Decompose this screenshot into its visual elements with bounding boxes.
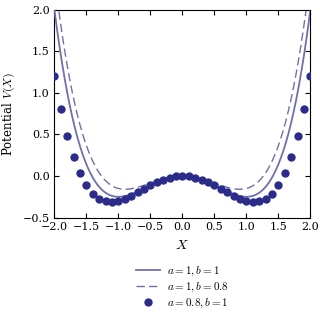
$a = 1, b = 1$ <box>137 189 140 193</box>
$a = 0.8, b = 1$ <box>225 190 229 194</box>
$a = 0.8, b = 1$ <box>168 176 172 180</box>
$a = 0.8, b = 1$ <box>142 187 146 191</box>
$a = 1, b = 1$ <box>308 8 312 12</box>
X-axis label: $X$: $X$ <box>175 238 189 252</box>
$a = 0.8, b = 1$ <box>72 155 76 159</box>
$a = 1, b = 1$ <box>239 194 243 198</box>
$a = 1, b = 1$ <box>214 184 218 188</box>
$a = 0.8, b = 1$ <box>308 74 312 78</box>
$a = 0.8, b = 1$ <box>283 172 287 175</box>
Line: $a = 1, b = 0.8$: $a = 1, b = 0.8$ <box>54 0 310 189</box>
Line: $a = 0.8, b = 1$: $a = 0.8, b = 1$ <box>51 73 314 205</box>
$a = 0.8, b = 1$ <box>200 178 204 181</box>
$a = 0.8, b = 1$ <box>123 197 127 201</box>
$a = 0.8, b = 1$ <box>116 199 120 203</box>
Legend: $a = 1, b = 1$, $a = 1, b = 0.8$, $a = 0.8, b = 1$: $a = 1, b = 1$, $a = 1, b = 0.8$, $a = 0… <box>130 259 235 316</box>
$a = 0.8, b = 1$ <box>270 192 274 196</box>
$a = 0.8, b = 1$ <box>161 178 165 181</box>
$a = 0.8, b = 1$ <box>78 172 82 175</box>
$a = 0.8, b = 1$ <box>136 190 140 194</box>
$a = 1, b = 0.8$ <box>239 187 243 191</box>
$a = 0.8, b = 1$ <box>174 174 178 178</box>
$a = 0.8, b = 1$ <box>232 194 236 198</box>
$a = 1, b = 1$ <box>83 159 87 163</box>
$a = 0.8, b = 1$ <box>91 192 95 196</box>
$a = 0.8, b = 1$ <box>219 187 223 191</box>
$a = 0.8, b = 1$ <box>97 197 101 201</box>
$a = 0.8, b = 1$ <box>296 134 300 138</box>
Line: $a = 1, b = 1$: $a = 1, b = 1$ <box>54 10 310 197</box>
$a = 1, b = 1$ <box>52 8 56 12</box>
$a = 0.8, b = 1$ <box>244 199 248 203</box>
$a = 0.8, b = 1$ <box>148 183 152 187</box>
$a = 0.8, b = 1$ <box>257 199 261 203</box>
$a = 1, b = 0.8$ <box>154 179 158 183</box>
$a = 1, b = 1$ <box>117 195 121 199</box>
$a = 0.8, b = 1$ <box>251 200 255 204</box>
$a = 0.8, b = 1$ <box>264 197 268 201</box>
$a = 0.8, b = 1$ <box>212 183 216 187</box>
$a = 0.8, b = 1$ <box>129 194 133 198</box>
$a = 0.8, b = 1$ <box>155 180 159 184</box>
$a = 0.8, b = 1$ <box>206 180 210 184</box>
$a = 1, b = 0.8$ <box>238 188 242 191</box>
$a = 1, b = 1$ <box>155 180 158 184</box>
$a = 0.8, b = 1$ <box>289 155 293 159</box>
$a = 0.8, b = 1$ <box>84 183 88 187</box>
$a = 0.8, b = 1$ <box>59 108 63 111</box>
$a = 0.8, b = 1$ <box>180 174 184 178</box>
$a = 0.8, b = 1$ <box>65 134 69 138</box>
$a = 0.8, b = 1$ <box>238 197 242 201</box>
$a = 0.8, b = 1$ <box>104 199 108 203</box>
Y-axis label: Potential $V(X)$: Potential $V(X)$ <box>1 72 17 156</box>
$a = 0.8, b = 1$ <box>187 174 191 178</box>
$a = 1, b = 1$ <box>238 194 242 198</box>
$a = 1, b = 0.8$ <box>237 188 241 191</box>
$a = 0.8, b = 1$ <box>302 108 306 111</box>
$a = 0.8, b = 1$ <box>110 200 114 204</box>
$a = 1, b = 0.8$ <box>83 140 87 144</box>
$a = 0.8, b = 1$ <box>276 183 280 187</box>
$a = 1, b = 0.8$ <box>213 181 217 185</box>
$a = 1, b = 0.8$ <box>136 185 140 189</box>
$a = 0.8, b = 1$ <box>52 74 56 78</box>
$a = 0.8, b = 1$ <box>193 176 197 180</box>
